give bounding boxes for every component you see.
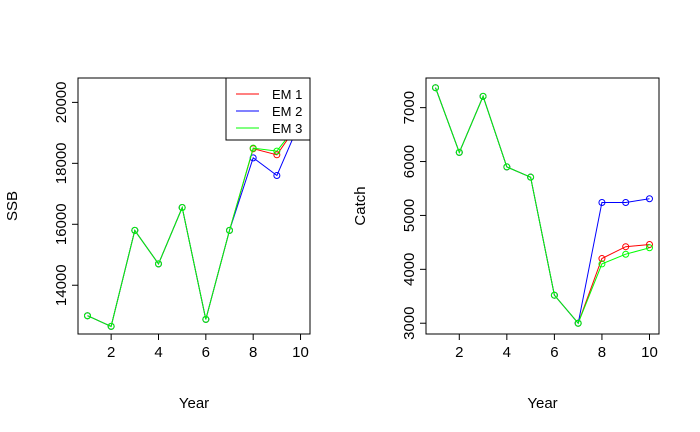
series-em-3-point <box>455 148 463 156</box>
y-tick-label: 14000 <box>53 264 70 306</box>
series-em-1-point <box>273 151 281 159</box>
x-tick-label: 2 <box>455 344 463 361</box>
x-tick-label: 6 <box>550 344 558 361</box>
x-tick-label: 8 <box>598 344 606 361</box>
legend: EM 1 EM 2 EM 3 <box>225 77 311 141</box>
legend-entry-label: EM 3 <box>272 121 302 136</box>
y-tick-label: 20000 <box>53 82 70 124</box>
series-em-3-point <box>503 163 511 171</box>
series-em-3-point <box>645 244 653 252</box>
y-axis-label: SSB <box>4 191 21 221</box>
series-em-3-point <box>83 312 91 320</box>
series-em-1-line <box>87 120 301 328</box>
series-em-3-point <box>432 84 440 92</box>
y-tick-label: 4000 <box>401 253 418 286</box>
x-tick-label: 8 <box>249 344 257 361</box>
plot-area <box>83 117 305 330</box>
y-tick-label: 6000 <box>401 145 418 178</box>
y-tick-label: 16000 <box>53 203 70 245</box>
legend-entry-label: EM 1 <box>272 87 302 102</box>
series-em-3-point <box>598 260 606 268</box>
x-tick-label: 2 <box>107 344 115 361</box>
series-em-3-line <box>435 87 650 325</box>
x-axis-label: Year <box>179 395 209 412</box>
series-em-3-point <box>249 144 257 152</box>
series-em-2-point <box>273 172 281 180</box>
series-em-2-line <box>87 120 301 328</box>
series-em-3-point <box>622 250 630 258</box>
x-axis-label: Year <box>527 395 557 412</box>
series-em-3-point <box>574 319 582 327</box>
legend-entry-label: EM 2 <box>272 104 302 119</box>
legend-box <box>225 77 311 141</box>
series-em-1-point <box>622 243 630 251</box>
series-em-3-point <box>550 291 558 299</box>
series-em-3-point <box>107 322 115 330</box>
y-axis-label: Catch <box>352 186 369 225</box>
series-em-3-point <box>178 204 186 212</box>
y-tick-label: 5000 <box>401 199 418 232</box>
series-em-2-point <box>622 198 630 206</box>
series-em-3-point <box>273 147 281 155</box>
series-em-3-point <box>154 260 162 268</box>
series-em-3-point <box>479 92 487 100</box>
series-em-3-line <box>87 120 301 328</box>
y-tick-label: 18000 <box>53 142 70 184</box>
x-tick-label: 4 <box>154 344 162 361</box>
series-em-3-point <box>527 173 535 181</box>
series-em-2-line <box>435 87 650 325</box>
series-em-3-point <box>202 315 210 323</box>
series-em-3-point <box>131 226 139 234</box>
x-tick-label: 10 <box>641 344 658 361</box>
series-em-1-point <box>645 241 653 249</box>
y-tick-label: 3000 <box>401 307 418 340</box>
x-tick-label: 6 <box>202 344 210 361</box>
x-tick-label: 10 <box>292 344 309 361</box>
series-em-1-point <box>598 255 606 263</box>
series-em-1-line <box>435 87 650 325</box>
series-em-3-point <box>226 226 234 234</box>
plot-frame <box>425 77 660 335</box>
series-em-2-point <box>598 198 606 206</box>
y-tick-label: 7000 <box>401 91 418 124</box>
x-tick-label: 4 <box>503 344 511 361</box>
chart-panel-2: 2 4 6 8 10 Year 3000 4000 5000 6000 7000 Catch <box>352 77 660 412</box>
series-em-2-point <box>645 195 653 203</box>
plot-area <box>432 84 653 327</box>
